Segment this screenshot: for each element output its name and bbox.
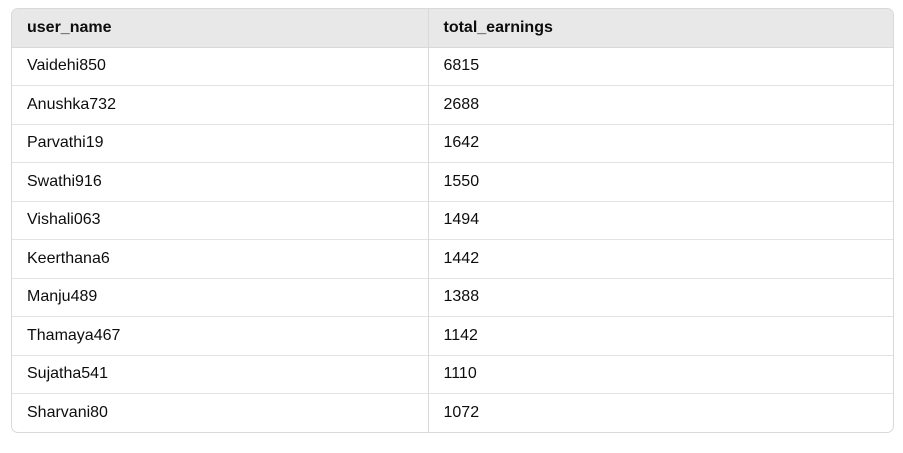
cell-user-name: Parvathi19: [12, 123, 428, 163]
cell-user-name: Sharvani80: [12, 393, 428, 432]
cell-total-earnings: 1072: [427, 393, 893, 432]
table-row: Swathi916 1550: [12, 162, 893, 201]
results-table-container: user_name total_earnings Vaidehi850 6815…: [11, 8, 894, 433]
cell-total-earnings: 1442: [427, 239, 893, 278]
column-header-user-name: user_name: [12, 9, 428, 48]
table-row: Keerthana6 1442: [12, 239, 893, 278]
table-row: Thamaya467 1142: [12, 316, 893, 355]
table-row: Vaidehi850 6815: [12, 47, 893, 86]
cell-total-earnings: 1388: [427, 277, 893, 317]
table-row: Manju489 1388: [12, 277, 893, 317]
cell-total-earnings: 1494: [427, 200, 893, 240]
table-row: Sharvani80 1072: [12, 393, 893, 432]
table-row: Sujatha541 1110: [12, 354, 893, 394]
cell-user-name: Anushka732: [12, 85, 428, 124]
results-table: user_name total_earnings Vaidehi850 6815…: [12, 9, 893, 432]
table-header-row: user_name total_earnings: [12, 9, 893, 48]
cell-total-earnings: 2688: [427, 85, 893, 124]
table-row: Vishali063 1494: [12, 200, 893, 240]
cell-total-earnings: 6815: [427, 47, 893, 86]
cell-user-name: Vaidehi850: [27, 57, 106, 75]
cell-user-name: Thamaya467: [12, 316, 428, 355]
table-row: Anushka732 2688: [12, 85, 893, 124]
cell-user-name: Manju489: [12, 277, 428, 317]
cell-total-earnings: 1642: [427, 123, 893, 163]
cell-total-earnings: 1550: [427, 162, 893, 201]
cell-total-earnings: 1142: [427, 316, 893, 355]
table-row: Parvathi19 1642: [12, 123, 893, 163]
cell-user-name: Vishali063: [12, 200, 428, 240]
column-header-total-earnings: total_earnings: [427, 9, 893, 48]
cell-user-name: Swathi916: [12, 162, 428, 201]
cell-user-name: Sujatha541: [12, 354, 428, 394]
cell-total-earnings: 1110: [427, 354, 893, 394]
cell-user-name: Keerthana6: [12, 239, 428, 278]
